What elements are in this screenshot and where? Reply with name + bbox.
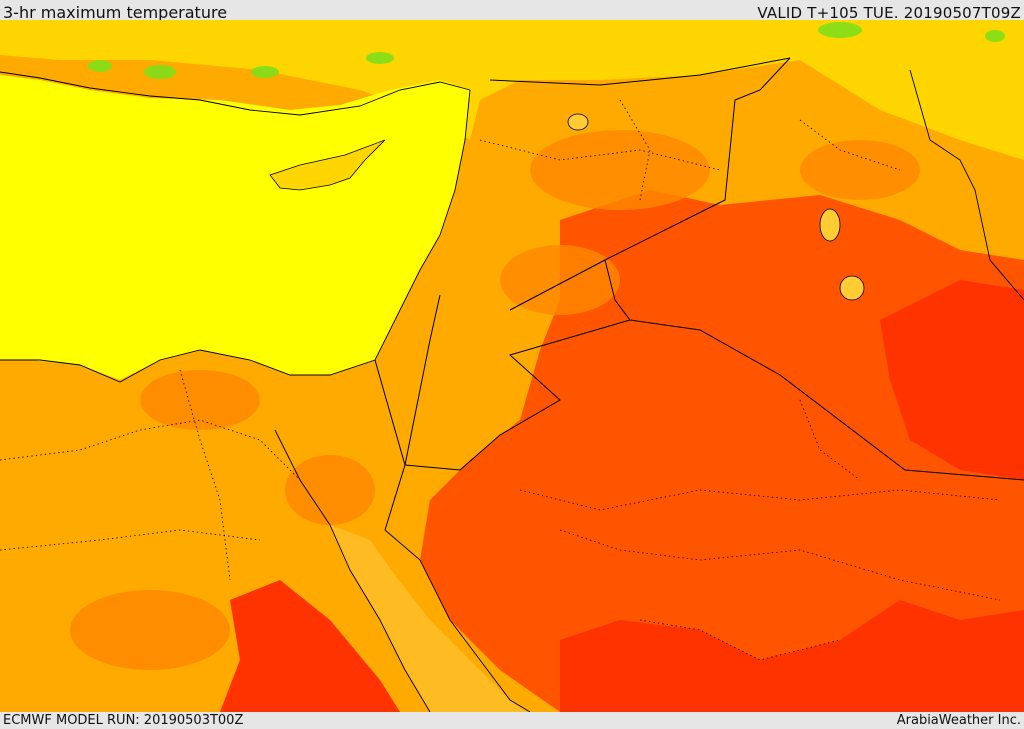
model-run: ECMWF MODEL RUN: 20190503T00Z (3, 713, 244, 728)
valid-time: VALID T+105 TUE. 20190507T09Z (757, 4, 1021, 22)
north-land-band (0, 20, 1024, 160)
hottest-zones (220, 280, 1024, 712)
credit: ArabiaWeather Inc. (896, 713, 1021, 728)
hot-interior (420, 190, 1024, 712)
cool-patches (88, 22, 1005, 79)
egypt-orange (70, 370, 375, 670)
cyprus (269, 139, 386, 191)
mediterranean-sea (0, 75, 470, 380)
map-header: 3-hr maximum temperature VALID T+105 TUE… (0, 0, 1024, 22)
red-sea (330, 525, 530, 712)
country-borders (374, 57, 1024, 531)
internal-boundaries (0, 99, 1001, 661)
map-footer: ECMWF MODEL RUN: 20190503T00Z ArabiaWeat… (0, 712, 1024, 729)
temperature-map (0, 20, 1024, 712)
map-title: 3-hr maximum temperature (3, 3, 228, 22)
levant-orange (500, 130, 920, 315)
lakes (567, 113, 865, 301)
